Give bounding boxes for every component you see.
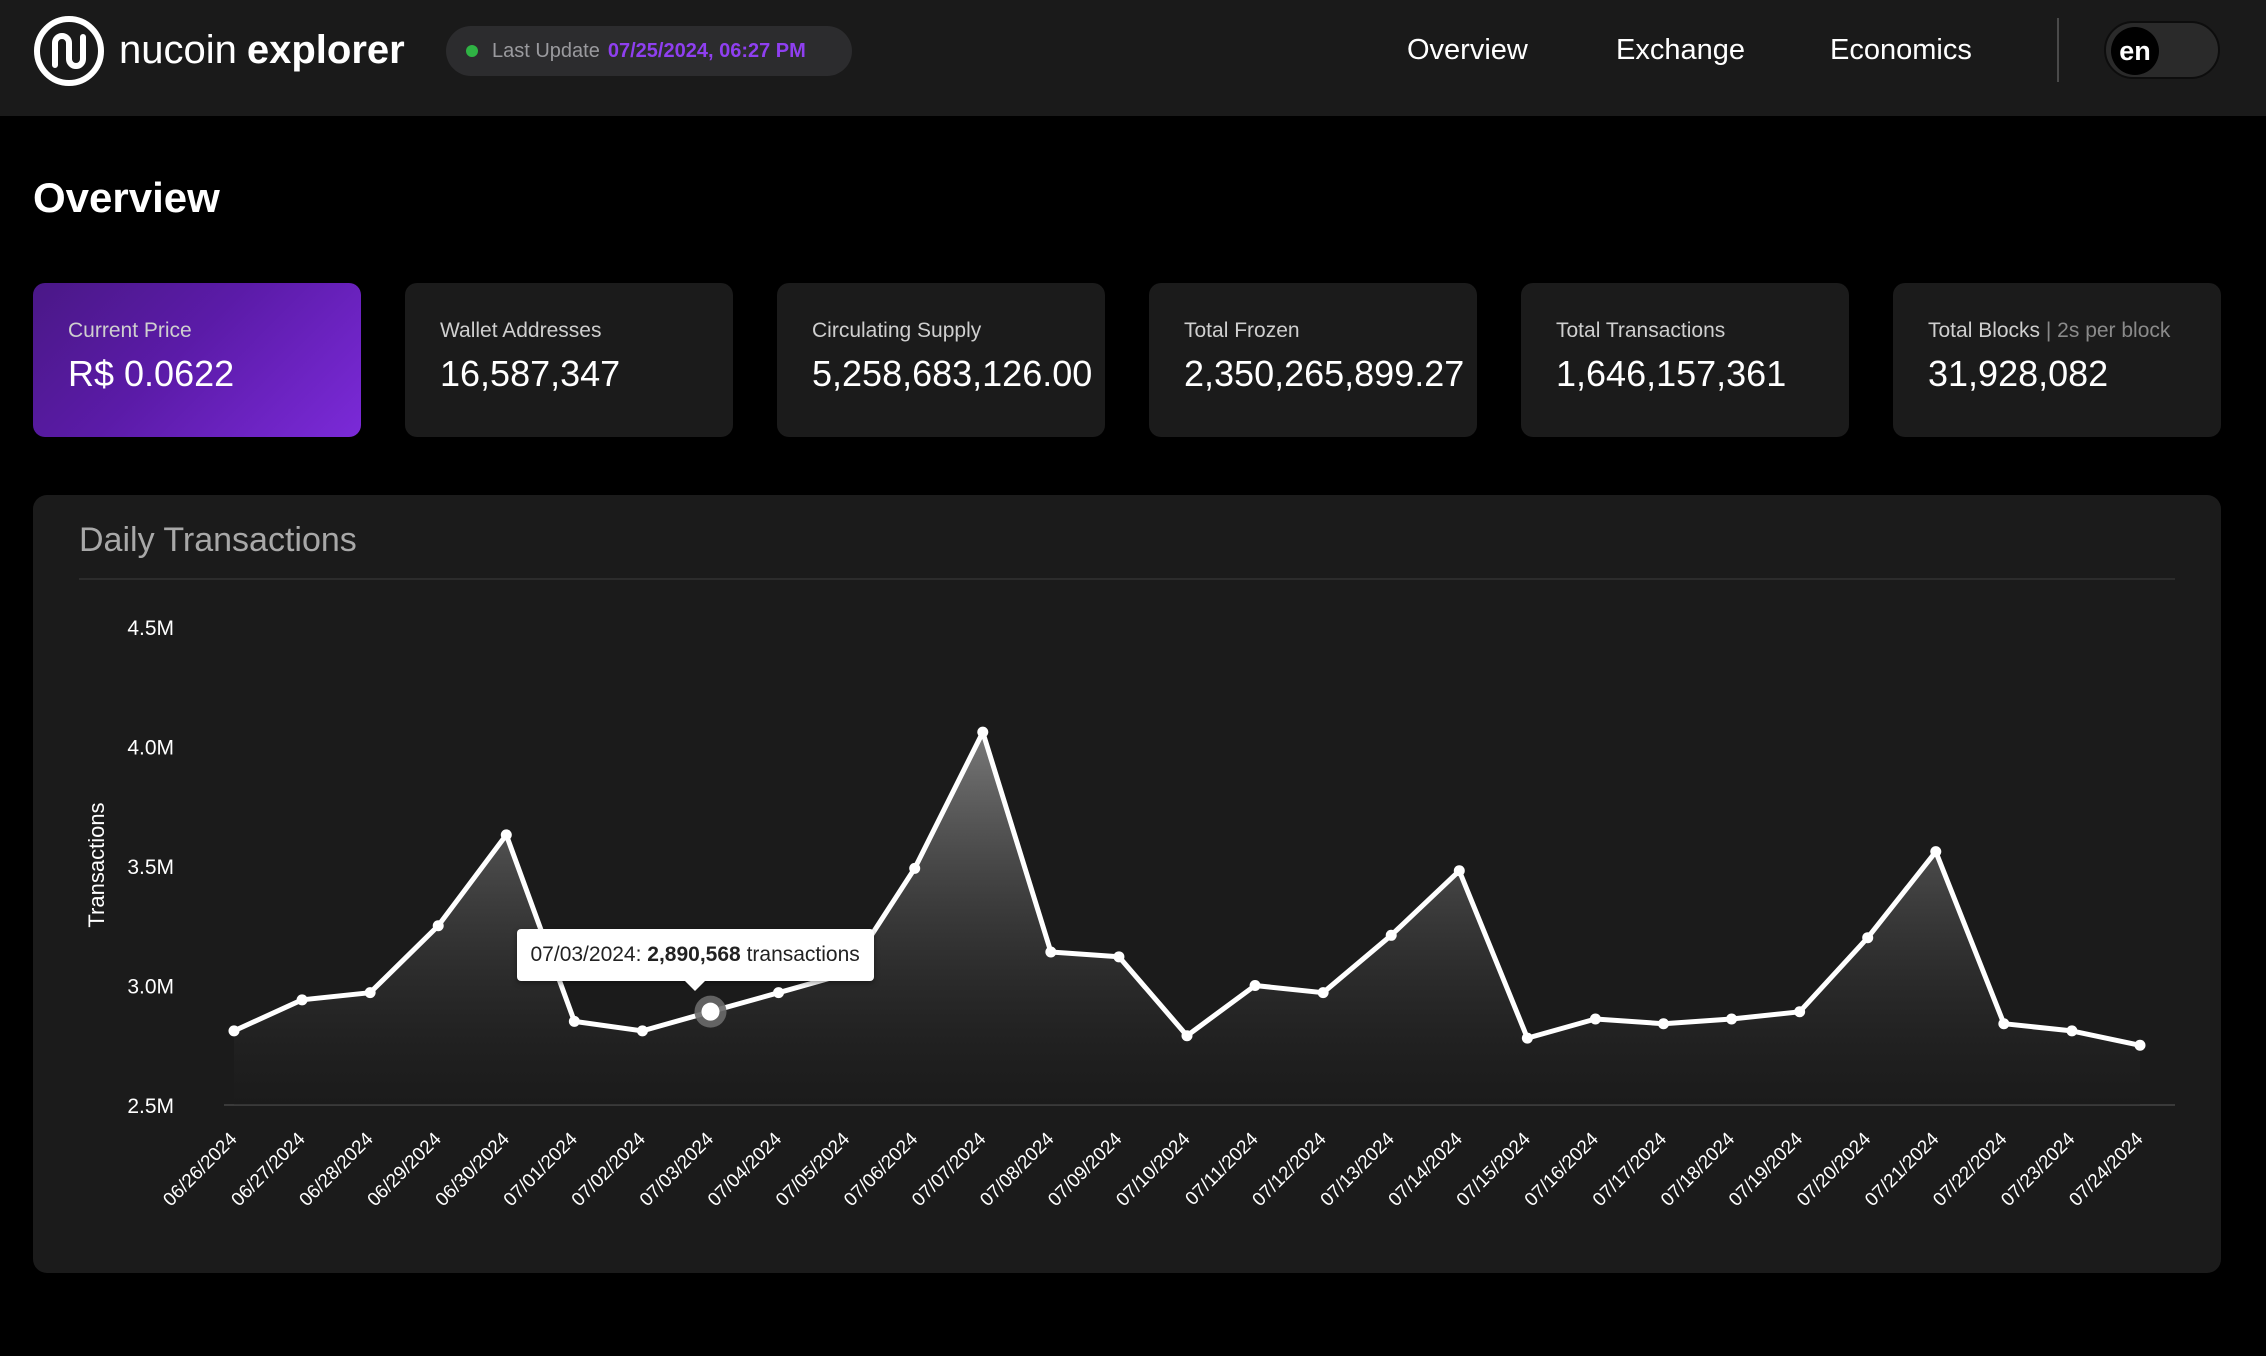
tooltip-suffix: transactions — [746, 942, 860, 966]
stat-label: Circulating Supply — [812, 319, 982, 342]
stat-label: Total Blocks | 2s per block — [1928, 319, 2170, 343]
brand-name-primary: nucoin — [119, 28, 237, 72]
y-axis-title: Transactions — [84, 802, 109, 927]
y-tick-label: 4.5M — [127, 617, 174, 640]
language-toggle[interactable]: en — [2104, 21, 2220, 79]
tooltip-date: 07/03/2024: — [530, 942, 642, 966]
data-point — [977, 726, 989, 738]
status-dot-icon — [466, 45, 478, 57]
daily-transactions-panel: 2.5M 3.0M 3.5M 4.0M 4.5M Transactions 06/26/20… — [33, 495, 2221, 1273]
data-point — [2134, 1039, 2146, 1051]
data-point — [432, 920, 444, 932]
stat-card-wallet-addresses: Wallet Addresses 16,587,347 — [405, 283, 733, 437]
data-point — [1930, 846, 1942, 858]
stat-label: Wallet Addresses — [440, 319, 602, 342]
y-tick-label: 4.0M — [127, 737, 174, 760]
nav-link-economics[interactable]: Economics — [1830, 34, 1972, 66]
data-point — [2066, 1025, 2078, 1037]
stat-label: Total Transactions — [1556, 319, 1726, 342]
stat-value: 2,350,265,899.27 — [1184, 353, 1465, 394]
data-point — [500, 829, 512, 841]
stat-value: 16,587,347 — [440, 353, 621, 394]
stat-value: R$ 0.0622 — [68, 353, 235, 394]
data-point — [1521, 1032, 1533, 1044]
last-update-label: Last Update — [492, 39, 600, 62]
data-point — [1453, 865, 1465, 877]
last-update-value: 07/25/2024, 06:27 PM — [607, 39, 806, 62]
y-tick-label: 2.5M — [127, 1095, 174, 1118]
data-point — [1998, 1018, 2010, 1030]
data-point — [1862, 932, 1874, 944]
x-tick-label: 07/10/2024 — [1112, 1128, 1194, 1210]
data-point-highlighted — [701, 1002, 720, 1021]
last-update-badge: Last Update 07/25/2024, 06:27 PM — [446, 26, 852, 76]
data-point — [1794, 1006, 1806, 1018]
data-point — [1317, 987, 1329, 999]
data-point — [909, 862, 921, 874]
nav-divider — [2057, 18, 2059, 82]
series-area — [234, 732, 2140, 1105]
stat-label-main: Total Blocks — [1928, 319, 2041, 342]
language-toggle-knob: en — [2111, 27, 2159, 75]
data-point — [1113, 951, 1125, 963]
stat-label-sub: | 2s per block — [2045, 319, 2171, 342]
data-point — [1249, 980, 1261, 991]
chart-title-divider — [79, 578, 2175, 580]
chart-tooltip: 07/03/2024: 2,890,568 transactions — [516, 928, 874, 991]
nucoin-logo-icon[interactable] — [33, 15, 105, 87]
data-point — [636, 1025, 648, 1037]
data-point — [1045, 946, 1057, 958]
daily-transactions-chart[interactable]: 2.5M3.0M3.5M4.0M4.5MTransactions06/26/20… — [33, 495, 2221, 1273]
data-point — [773, 987, 785, 999]
data-point — [364, 987, 376, 999]
data-point — [1385, 929, 1397, 941]
nav-link-overview[interactable]: Overview — [1407, 34, 1528, 66]
stat-card-current-price: Current Price R$ 0.0622 — [33, 283, 361, 437]
data-point — [228, 1025, 240, 1037]
y-tick-label: 3.5M — [127, 856, 174, 879]
stat-card-total-blocks: Total Blocks | 2s per block 31,928,082 — [1893, 283, 2221, 437]
brand-name-suffix: explorer — [246, 28, 405, 72]
data-point — [1658, 1018, 1669, 1030]
brand-name[interactable]: nucoin explorer — [119, 24, 405, 76]
top-navigation-bar: nucoin explorer Last Update 07/25/2024, 0… — [0, 0, 2266, 116]
stat-card-circulating-supply: Circulating Supply 5,258,683,126.00 — [777, 283, 1105, 437]
data-point — [1181, 1030, 1193, 1042]
chart-title: Daily Transactions — [79, 521, 357, 559]
data-point — [1589, 1013, 1601, 1025]
stat-label: Total Frozen — [1184, 319, 1300, 342]
tooltip-arrow — [685, 980, 706, 991]
stat-card-total-frozen: Total Frozen 2,350,265,899.27 — [1149, 283, 1477, 437]
stat-card-total-transactions: Total Transactions 1,646,157,361 — [1521, 283, 1849, 437]
data-point — [568, 1015, 580, 1027]
x-tick-label: 07/24/2024 — [2065, 1128, 2147, 1210]
stat-value: 1,646,157,361 — [1556, 353, 1787, 394]
stat-value: 31,928,082 — [1928, 353, 2109, 394]
nav-link-exchange[interactable]: Exchange — [1616, 34, 1745, 66]
page-title: Overview — [33, 174, 220, 221]
y-tick-label: 3.0M — [127, 976, 174, 999]
stat-label: Current Price — [68, 319, 192, 342]
tooltip-value: 2,890,568 — [647, 942, 741, 966]
stat-value: 5,258,683,126.00 — [812, 353, 1093, 394]
data-point — [296, 994, 308, 1006]
data-point — [1726, 1013, 1738, 1025]
